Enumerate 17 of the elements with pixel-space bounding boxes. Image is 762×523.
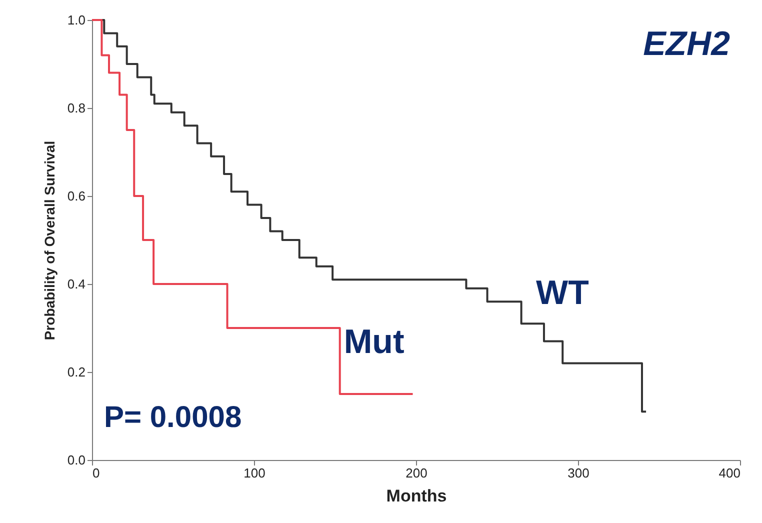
y-tick-label: 0.6 <box>67 188 86 204</box>
y-tick-label: 1.0 <box>67 12 86 28</box>
y-axis-title: Probability of Overall Survival <box>41 140 58 340</box>
x-tick-label: 100 <box>244 466 266 480</box>
y-tick-label: 0.0 <box>67 452 86 468</box>
x-tick-label: 300 <box>568 466 590 480</box>
x-tick-label: 200 <box>406 466 428 480</box>
y-tick-label: 0.8 <box>67 100 86 116</box>
series-label: Mut <box>344 323 404 361</box>
y-tick-label: 0.2 <box>67 364 86 380</box>
chart-title: EZH2 <box>643 25 730 63</box>
series-label: WT <box>536 274 590 312</box>
y-tick-label: 0.4 <box>67 276 86 292</box>
x-axis-title: Months <box>386 486 447 506</box>
annotation: P= 0.0008 <box>104 401 242 434</box>
x-tick-label: 0 <box>92 466 100 480</box>
x-tick-label: 400 <box>718 466 740 480</box>
